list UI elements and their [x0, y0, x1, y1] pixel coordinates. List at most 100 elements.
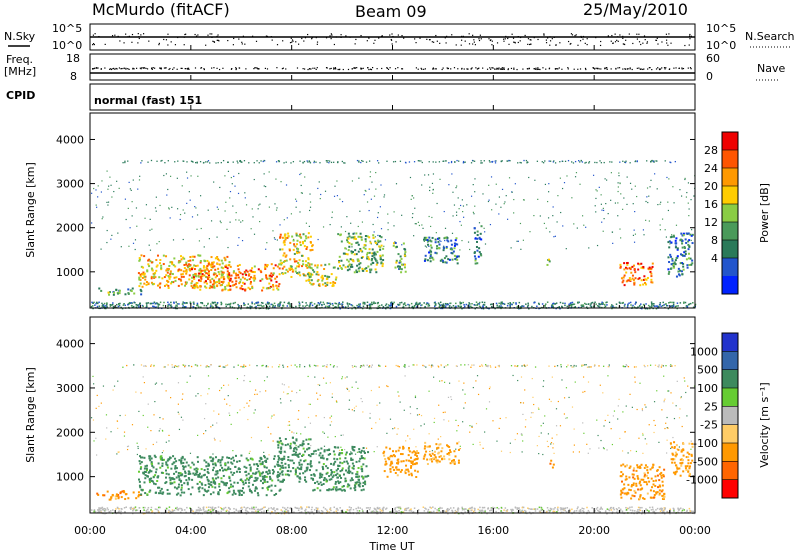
scatter-point — [606, 449, 607, 450]
nsearch-point — [615, 41, 616, 42]
echo-cell — [367, 256, 369, 258]
scatter-point — [639, 383, 640, 384]
echo-cell — [310, 236, 312, 238]
scatter-point — [274, 203, 275, 204]
nave-point — [421, 69, 422, 70]
echo-cell — [474, 227, 476, 229]
echo-cell — [148, 283, 150, 285]
nave-point — [297, 67, 298, 68]
ground-scatter-point — [606, 301, 608, 303]
scatter-point — [244, 192, 245, 193]
scatter-point — [611, 428, 612, 429]
scatter-point — [686, 415, 687, 416]
ground-scatter-point — [105, 509, 107, 511]
scatter-point — [207, 393, 208, 394]
range-band-point — [650, 365, 651, 366]
ground-scatter-point — [287, 507, 289, 509]
ground-scatter-point — [282, 305, 284, 307]
nave-point — [333, 69, 334, 70]
range-band-point — [644, 366, 645, 367]
echo-cell — [142, 277, 144, 279]
scatter-point — [166, 390, 167, 391]
ground-scatter-point — [453, 305, 455, 307]
echo-cell — [216, 281, 218, 283]
nsearch-point — [211, 33, 212, 34]
range-band-point — [299, 364, 300, 365]
scatter-point — [156, 197, 157, 198]
scatter-point — [320, 194, 321, 195]
nave-point — [561, 69, 562, 70]
scatter-point — [635, 186, 636, 187]
nsearch-point — [528, 38, 529, 39]
scatter-point — [226, 229, 227, 230]
scatter-point — [555, 236, 556, 237]
nsearch-point — [419, 38, 420, 39]
range-band-point — [360, 162, 361, 163]
echo-cell — [400, 271, 402, 273]
ground-scatter-point — [552, 303, 554, 305]
ground-scatter-point — [225, 507, 227, 509]
range-band-point — [363, 365, 364, 366]
echo-cell — [196, 282, 198, 284]
echo-cell — [194, 256, 196, 258]
scatter-point — [537, 199, 538, 200]
echo-cell — [375, 242, 377, 244]
scatter-point — [492, 420, 493, 421]
ground-scatter-point — [112, 302, 114, 304]
nsearch-point — [143, 33, 144, 34]
range-band-point — [237, 161, 238, 162]
scatter-point — [250, 451, 251, 452]
echo-cell — [372, 262, 374, 264]
range-band-point — [594, 162, 595, 163]
scatter-point — [551, 401, 552, 402]
nave-point — [574, 69, 575, 70]
echo-cell — [271, 263, 273, 265]
range-band-point — [572, 366, 573, 367]
scatter-point — [127, 446, 128, 447]
scatter-point — [420, 425, 421, 426]
scatter-point — [308, 404, 309, 405]
ground-scatter-point — [243, 507, 245, 509]
range-band-point — [151, 160, 152, 161]
scatter-point — [374, 451, 375, 452]
ground-scatter-point — [214, 507, 216, 509]
echo-cell — [258, 268, 260, 270]
echo-cell — [133, 292, 135, 294]
nsearch-point — [507, 38, 508, 39]
ground-scatter-point — [233, 508, 235, 510]
echo-cell — [280, 234, 282, 236]
range-band-point — [537, 161, 538, 162]
scatter-point — [129, 227, 130, 228]
echo-cell — [351, 237, 353, 239]
scatter-point — [116, 181, 117, 182]
range-band-point — [286, 162, 287, 163]
ground-scatter-point — [298, 301, 300, 303]
scatter-point — [532, 378, 533, 379]
scatter-point — [660, 224, 661, 225]
echo-cell — [365, 235, 367, 237]
nave-point — [504, 69, 505, 70]
echo-cell — [143, 283, 145, 285]
range-band-point — [223, 160, 224, 161]
range-band-point — [124, 161, 125, 162]
range-band-point — [314, 365, 315, 366]
range-band-point — [209, 162, 210, 163]
scatter-point — [512, 192, 513, 193]
range-band-point — [245, 366, 246, 367]
range-band-point — [328, 162, 329, 163]
range-band-point — [386, 161, 387, 162]
scatter-point — [246, 403, 247, 404]
range-band-point — [626, 365, 627, 366]
scatter-point — [344, 449, 345, 450]
nsearch-point — [618, 41, 619, 42]
ground-scatter-point — [606, 304, 608, 306]
echo-cell — [623, 262, 625, 264]
ground-scatter-point — [110, 305, 112, 307]
echo-cell — [191, 280, 193, 282]
echo-cell — [274, 278, 276, 280]
scatter-point — [552, 215, 553, 216]
ground-scatter-point — [598, 303, 600, 305]
nave-point — [538, 69, 539, 70]
echo-cell — [671, 263, 673, 265]
echo-cell — [546, 264, 548, 266]
